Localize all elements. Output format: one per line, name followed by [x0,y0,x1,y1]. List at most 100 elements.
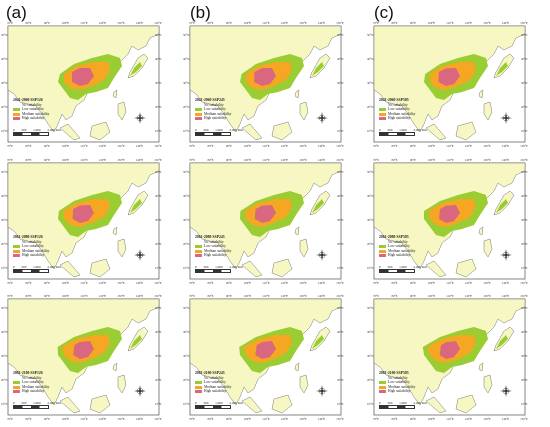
lon-label-top: 100°E [244,21,252,25]
legend-swatch [195,249,202,253]
lon-label-top: 140°E [136,21,144,25]
lon-label-bottom: 130°E [299,144,307,148]
lon-label-bottom: 80°E [207,417,213,421]
lon-label-bottom: 100°E [244,144,252,148]
compass [500,249,512,261]
legend-swatch [195,117,202,121]
legend: 2061-2080 SSP245 No suitability Low suitab… [195,235,231,258]
legend-item: Medium suitability [13,249,49,254]
legend-item: No suitability [379,240,415,245]
scale-graphic [13,132,49,136]
philippines [299,374,309,394]
legend-swatch [13,254,20,258]
lon-label-bottom: 90°E [410,417,416,421]
scale-graphic [379,132,415,136]
lon-label-top: 110°E [446,158,454,162]
lat-label-left: 10°N [367,129,374,133]
sumatra [241,123,263,141]
legend-label: Low suitability [388,107,410,112]
lat-label-right: 40°N [521,57,528,61]
philippines [117,374,127,394]
lat-label-left: 10°N [183,402,190,406]
lon-label-bottom: 100°E [244,417,252,421]
legend-item: Medium suitability [195,385,231,390]
lon-label-top: 150°E [336,21,344,25]
lat-label-left: 40°N [183,194,190,198]
suitability-high [255,341,276,359]
borneo [455,121,477,141]
lat-label-left: 40°N [367,194,374,198]
legend-item: No suitability [195,376,231,381]
lon-label-bottom: 130°E [483,417,491,421]
lon-label-bottom: 150°E [336,417,344,421]
lon-label-top: 140°E [502,158,510,162]
legend-label: High suitability [388,116,411,121]
lon-label-bottom: 130°E [299,417,307,421]
legend-swatch [13,240,20,243]
scale-bar: 0 500 1,000 2,000 Km [13,401,61,409]
legend-item: No suitability [379,103,415,108]
legend-swatch [195,103,202,106]
legend-item: Low suitability [195,107,231,112]
suitability-high [72,68,94,86]
legend-item: No suitability [379,376,415,381]
lat-label-left: 20°N [183,242,190,246]
map: 70°E 70°E 80°E 80°E 90°E 90°E 100°E 100°E 110°E 1… [183,21,344,148]
lat-label-left: 40°N [1,57,8,61]
lon-label-top: 100°E [428,21,436,25]
lon-label-top: 110°E [446,21,454,25]
panel-title: 2041-2060 SSP245 [195,98,225,102]
borneo [455,394,477,414]
lon-label-bottom: 110°E [446,417,454,421]
lat-label-left: 20°N [1,242,8,246]
lon-label-top: 70°E [189,294,195,298]
legend-swatch [13,380,20,384]
compass [500,385,512,397]
lon-label-bottom: 120°E [281,417,289,421]
legend-item: Medium suitability [379,112,415,117]
map-panel: 70°E 70°E 80°E 80°E 90°E 90°E 100°E 100°E 110°E 1… [366,157,533,285]
scale-bar: 0 500 1,000 2,000 Km [13,265,61,273]
lon-label-top: 100°E [428,158,436,162]
sumatra [241,396,263,414]
lon-label-bottom: 120°E [465,144,473,148]
lon-label-bottom: 90°E [226,144,232,148]
legend-item: No suitability [13,240,49,245]
borneo [89,394,111,414]
legend-label: High suitability [22,389,45,394]
lon-label-top: 110°E [262,158,270,162]
lon-label-top: 100°E [62,21,70,25]
panel-title: 2081-2100 SSP245 [195,371,225,375]
lat-label-left: 30°N [367,81,374,85]
sumatra [59,123,81,141]
map-panel: 70°E 70°E 80°E 80°E 90°E 90°E 100°E 100°E 110°E 1… [366,293,533,421]
legend: 2041-2060 SSP585 No suitability Low suitab… [379,98,415,121]
lon-label-bottom: 140°E [502,281,510,285]
lon-label-bottom: 140°E [318,281,326,285]
lat-label-left: 30°N [367,354,374,358]
lat-label-right: 40°N [337,330,344,334]
lat-label-left: 50°N [367,33,374,37]
lat-label-right: 20°N [337,242,344,246]
legend-item: High suitability [195,389,231,394]
scale-ticks: 0 500 1,000 2,000 Km [195,265,243,269]
taiwan [294,226,300,236]
legend-swatch [195,244,202,248]
lat-label-right: 30°N [155,81,162,85]
lon-label-top: 90°E [44,294,50,298]
lat-label-left: 30°N [367,218,374,222]
lon-label-bottom: 150°E [336,144,344,148]
scale-ticks: 0 500 1,000 2,000 Km [195,128,243,132]
lat-label-right: 10°N [337,129,344,133]
borneo [271,258,293,278]
scale-tick: 2,000 Km [47,128,61,132]
japan-suitable [496,62,508,76]
lon-label-top: 120°E [281,294,289,298]
legend-label: Medium suitability [388,384,416,389]
lat-label-left: 40°N [1,330,8,334]
panel-title: 2041-2060 SSP585 [379,98,409,102]
lon-label-top: 150°E [520,21,528,25]
legend-label: No suitability [388,102,408,107]
lon-label-top: 70°E [373,158,379,162]
lat-label-left: 20°N [367,378,374,382]
